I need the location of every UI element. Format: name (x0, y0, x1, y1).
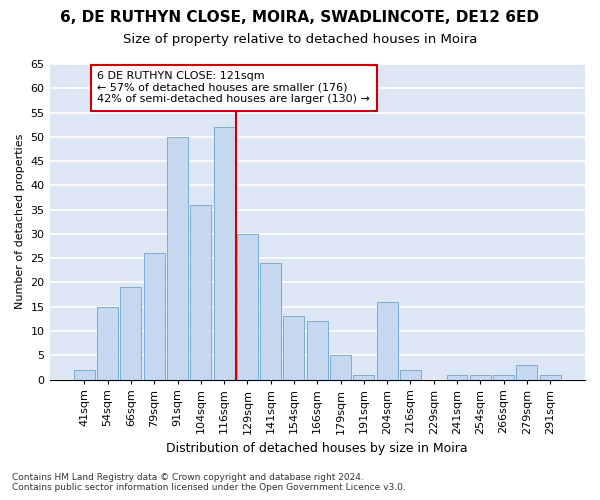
Bar (470, 374, 491, 380)
Text: Size of property relative to detached houses in Moira: Size of property relative to detached ho… (123, 32, 477, 46)
Text: 6, DE RUTHYN CLOSE, MOIRA, SWADLINCOTE, DE12 6ED: 6, DE RUTHYN CLOSE, MOIRA, SWADLINCOTE, … (61, 10, 539, 25)
Bar (517, 365, 538, 380)
Bar (400, 370, 421, 380)
Bar (283, 316, 304, 380)
Bar (121, 288, 142, 380)
Bar (353, 374, 374, 380)
Bar (237, 234, 258, 380)
Bar (97, 306, 118, 380)
Bar (167, 137, 188, 380)
Bar (377, 302, 398, 380)
Bar (260, 263, 281, 380)
Bar (214, 127, 235, 380)
Bar (539, 374, 560, 380)
Bar (493, 374, 514, 380)
Bar (307, 322, 328, 380)
Bar (190, 205, 211, 380)
Text: Contains HM Land Registry data © Crown copyright and database right 2024.
Contai: Contains HM Land Registry data © Crown c… (12, 473, 406, 492)
Bar (74, 370, 95, 380)
Bar (446, 374, 467, 380)
Y-axis label: Number of detached properties: Number of detached properties (15, 134, 25, 310)
X-axis label: Distribution of detached houses by size in Moira: Distribution of detached houses by size … (166, 442, 468, 455)
Bar (144, 254, 165, 380)
Text: 6 DE RUTHYN CLOSE: 121sqm
← 57% of detached houses are smaller (176)
42% of semi: 6 DE RUTHYN CLOSE: 121sqm ← 57% of detac… (97, 72, 370, 104)
Bar (330, 355, 351, 380)
